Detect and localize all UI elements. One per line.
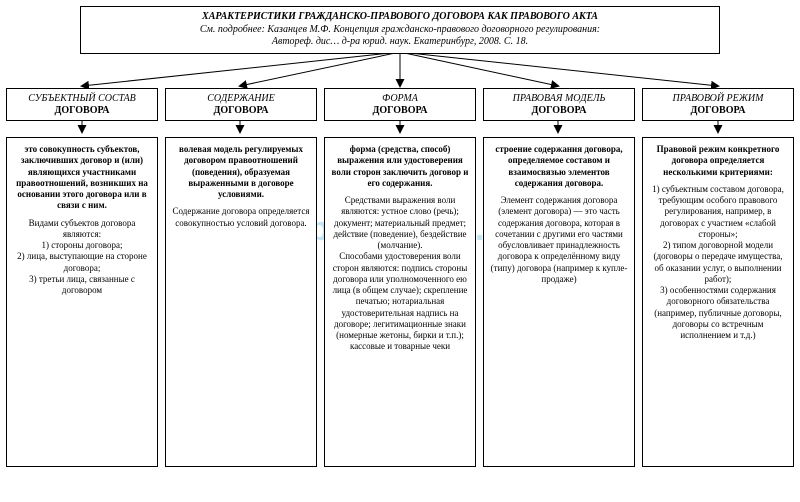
column-1-sub: СУБЪЕКТНЫЙ СОСТАВ bbox=[10, 93, 154, 105]
column-4-sub: ПРАВОВАЯ МОДЕЛЬ bbox=[487, 93, 631, 105]
column-4-body: строение содержания договора, определяем… bbox=[483, 137, 635, 467]
column-3-lead: форма (средства, способ) выражения или у… bbox=[330, 144, 470, 189]
column-5-rest: 1) субъектным составом договора, требующ… bbox=[648, 184, 788, 342]
column-3-head: ФОРМА ДОГОВОРА bbox=[324, 88, 476, 121]
column-3-rest: Средствами выражения воли являются: устн… bbox=[330, 195, 470, 353]
column-1-rest: Видами субъектов договора являются:1) ст… bbox=[12, 218, 152, 297]
column-4-rest: Элемент содержания договора (элемент дог… bbox=[489, 195, 629, 285]
column-2-rest: Содержание договора определяется совокуп… bbox=[171, 206, 311, 229]
column-1-lead: это совокупность субъектов, заключивших … bbox=[12, 144, 152, 212]
header-box: ХАРАКТЕРИСТИКИ ГРАЖДАНСКО-ПРАВОВОГО ДОГО… bbox=[80, 6, 720, 54]
column-3-body: форма (средства, способ) выражения или у… bbox=[324, 137, 476, 467]
column-2-sub: СОДЕРЖАНИЕ bbox=[169, 93, 313, 105]
column-1-head: СУБЪЕКТНЫЙ СОСТАВ ДОГОВОРА bbox=[6, 88, 158, 121]
column-1-body: это совокупность субъектов, заключивших … bbox=[6, 137, 158, 467]
header-cite-2: Автореф. дис… д-ра юрид. наук. Екатеринб… bbox=[87, 36, 713, 49]
columns-row: СУБЪЕКТНЫЙ СОСТАВ ДОГОВОРА это совокупно… bbox=[6, 88, 794, 467]
column-5-head: ПРАВОВОЙ РЕЖИМ ДОГОВОРА bbox=[642, 88, 794, 121]
column-4: ПРАВОВАЯ МОДЕЛЬ ДОГОВОРА строение содерж… bbox=[483, 88, 635, 467]
column-3-main: ДОГОВОРА bbox=[328, 105, 472, 117]
column-1: СУБЪЕКТНЫЙ СОСТАВ ДОГОВОРА это совокупно… bbox=[6, 88, 158, 467]
column-3: ФОРМА ДОГОВОРА форма (средства, способ) … bbox=[324, 88, 476, 467]
diagram-root: ХАРАКТЕРИСТИКИ ГРАЖДАНСКО-ПРАВОВОГО ДОГО… bbox=[0, 0, 800, 502]
column-4-main: ДОГОВОРА bbox=[487, 105, 631, 117]
column-2-body: волевая модель регулируемых договором пр… bbox=[165, 137, 317, 467]
column-4-head: ПРАВОВАЯ МОДЕЛЬ ДОГОВОРА bbox=[483, 88, 635, 121]
header-title: ХАРАКТЕРИСТИКИ ГРАЖДАНСКО-ПРАВОВОГО ДОГО… bbox=[87, 11, 713, 24]
column-5-main: ДОГОВОРА bbox=[646, 105, 790, 117]
column-5-body: Правовой режим конкретного договора опре… bbox=[642, 137, 794, 467]
column-5: ПРАВОВОЙ РЕЖИМ ДОГОВОРА Правовой режим к… bbox=[642, 88, 794, 467]
column-4-lead: строение содержания договора, определяем… bbox=[489, 144, 629, 189]
column-5-lead: Правовой режим конкретного договора опре… bbox=[648, 144, 788, 178]
column-1-main: ДОГОВОРА bbox=[10, 105, 154, 117]
column-2-lead: волевая модель регулируемых договором пр… bbox=[171, 144, 311, 200]
column-2-head: СОДЕРЖАНИЕ ДОГОВОРА bbox=[165, 88, 317, 121]
column-2: СОДЕРЖАНИЕ ДОГОВОРА волевая модель регул… bbox=[165, 88, 317, 467]
column-2-main: ДОГОВОРА bbox=[169, 105, 313, 117]
column-5-sub: ПРАВОВОЙ РЕЖИМ bbox=[646, 93, 790, 105]
column-3-sub: ФОРМА bbox=[328, 93, 472, 105]
header-cite-1: См. подробнее: Казанцев М.Ф. Концепция г… bbox=[87, 24, 713, 37]
